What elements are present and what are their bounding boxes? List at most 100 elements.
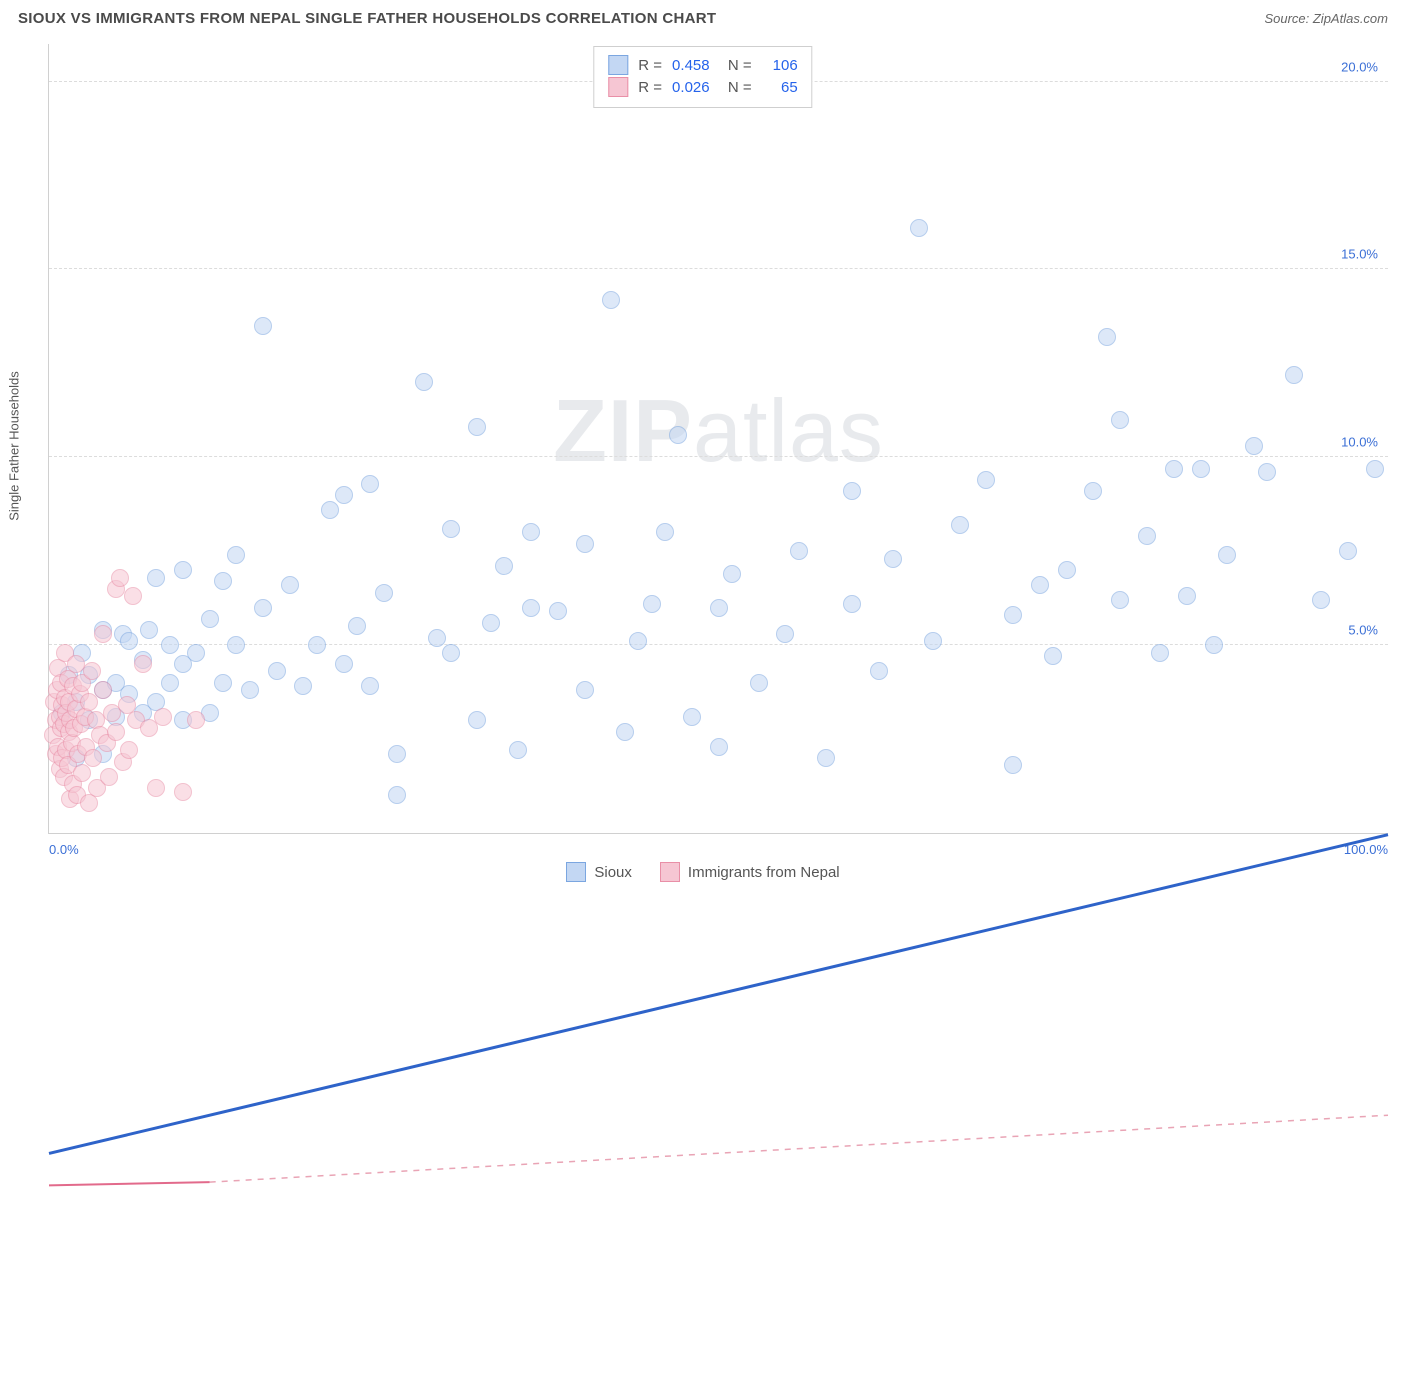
- data-point: [174, 783, 192, 801]
- series-legend: Sioux Immigrants from Nepal: [0, 862, 1406, 882]
- legend-label: Sioux: [594, 864, 632, 881]
- data-point: [107, 723, 125, 741]
- x-tick-label-left: 0.0%: [49, 842, 79, 857]
- data-point: [1258, 463, 1276, 481]
- data-point: [1165, 460, 1183, 478]
- data-point: [522, 523, 540, 541]
- data-point: [187, 711, 205, 729]
- data-point: [214, 572, 232, 590]
- data-point: [321, 501, 339, 519]
- data-point: [147, 779, 165, 797]
- data-point: [776, 625, 794, 643]
- data-point: [616, 723, 634, 741]
- data-point: [683, 708, 701, 726]
- data-point: [1004, 606, 1022, 624]
- data-point: [388, 745, 406, 763]
- trend-lines: [49, 44, 1388, 1383]
- data-point: [870, 662, 888, 680]
- title-bar: SIOUX VS IMMIGRANTS FROM NEPAL SINGLE FA…: [0, 0, 1406, 37]
- plot-frame: ZIPatlas 5.0%10.0%15.0%20.0%0.0%100.0%: [48, 44, 1388, 834]
- data-point: [111, 569, 129, 587]
- data-point: [100, 768, 118, 786]
- legend-item: Sioux: [566, 862, 632, 882]
- data-point: [656, 523, 674, 541]
- data-point: [951, 516, 969, 534]
- data-point: [442, 644, 460, 662]
- data-point: [294, 677, 312, 695]
- data-point: [174, 561, 192, 579]
- chart-title: SIOUX VS IMMIGRANTS FROM NEPAL SINGLE FA…: [18, 10, 716, 27]
- data-point: [94, 681, 112, 699]
- data-point: [83, 662, 101, 680]
- data-point: [348, 617, 366, 635]
- gridline: [49, 268, 1388, 269]
- data-point: [254, 317, 272, 335]
- gridline: [49, 456, 1388, 457]
- data-point: [415, 373, 433, 391]
- corr-legend-row: R = 0.026 N = 65: [608, 77, 797, 97]
- data-point: [120, 632, 138, 650]
- data-point: [1044, 647, 1062, 665]
- plot-area: ZIPatlas 5.0%10.0%15.0%20.0%0.0%100.0%: [49, 44, 1388, 833]
- correlation-legend: R = 0.458 N = 106R = 0.026 N = 65: [593, 46, 812, 108]
- legend-swatch: [608, 55, 628, 75]
- data-point: [509, 741, 527, 759]
- data-point: [1339, 542, 1357, 560]
- data-point: [120, 741, 138, 759]
- data-point: [817, 749, 835, 767]
- data-point: [629, 632, 647, 650]
- data-point: [643, 595, 661, 613]
- data-point: [1151, 644, 1169, 662]
- legend-item: Immigrants from Nepal: [660, 862, 840, 882]
- data-point: [710, 599, 728, 617]
- data-point: [576, 535, 594, 553]
- data-point: [442, 520, 460, 538]
- data-point: [94, 625, 112, 643]
- data-point: [161, 674, 179, 692]
- watermark: ZIPatlas: [553, 379, 884, 481]
- data-point: [281, 576, 299, 594]
- data-point: [201, 610, 219, 628]
- y-tick-label: 15.0%: [1341, 247, 1378, 262]
- data-point: [227, 546, 245, 564]
- gridline: [49, 644, 1388, 645]
- data-point: [576, 681, 594, 699]
- data-point: [361, 475, 379, 493]
- data-point: [335, 486, 353, 504]
- data-point: [843, 482, 861, 500]
- data-point: [843, 595, 861, 613]
- data-point: [227, 636, 245, 654]
- legend-swatch: [608, 77, 628, 97]
- data-point: [669, 426, 687, 444]
- data-point: [124, 587, 142, 605]
- data-point: [1138, 527, 1156, 545]
- y-tick-label: 20.0%: [1341, 59, 1378, 74]
- data-point: [602, 291, 620, 309]
- data-point: [910, 219, 928, 237]
- data-point: [468, 418, 486, 436]
- data-point: [790, 542, 808, 560]
- legend-label: Immigrants from Nepal: [688, 864, 840, 881]
- data-point: [1058, 561, 1076, 579]
- source-credit: Source: ZipAtlas.com: [1264, 11, 1388, 26]
- data-point: [154, 708, 172, 726]
- data-point: [750, 674, 768, 692]
- data-point: [361, 677, 379, 695]
- data-point: [335, 655, 353, 673]
- data-point: [214, 674, 232, 692]
- data-point: [187, 644, 205, 662]
- data-point: [468, 711, 486, 729]
- data-point: [147, 569, 165, 587]
- x-tick-label-right: 100.0%: [1344, 842, 1388, 857]
- y-tick-label: 5.0%: [1348, 623, 1378, 638]
- data-point: [1285, 366, 1303, 384]
- data-point: [254, 599, 272, 617]
- data-point: [1218, 546, 1236, 564]
- corr-legend-row: R = 0.458 N = 106: [608, 55, 797, 75]
- data-point: [308, 636, 326, 654]
- data-point: [924, 632, 942, 650]
- data-point: [1111, 591, 1129, 609]
- data-point: [482, 614, 500, 632]
- data-point: [73, 764, 91, 782]
- data-point: [884, 550, 902, 568]
